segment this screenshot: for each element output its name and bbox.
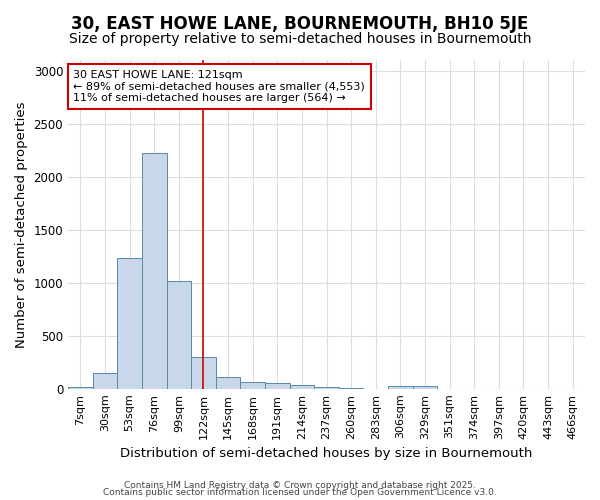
Bar — [167, 280, 191, 389]
Bar — [68, 387, 92, 389]
Bar — [314, 387, 339, 389]
Bar — [191, 357, 216, 389]
Bar — [388, 386, 413, 389]
Bar — [216, 377, 241, 389]
Text: Contains HM Land Registry data © Crown copyright and database right 2025.: Contains HM Land Registry data © Crown c… — [124, 480, 476, 490]
Bar — [413, 386, 437, 389]
Text: Size of property relative to semi-detached houses in Bournemouth: Size of property relative to semi-detach… — [69, 32, 531, 46]
Text: Contains public sector information licensed under the Open Government Licence v3: Contains public sector information licen… — [103, 488, 497, 497]
Bar — [339, 388, 364, 389]
Text: 30 EAST HOWE LANE: 121sqm
← 89% of semi-detached houses are smaller (4,553)
11% : 30 EAST HOWE LANE: 121sqm ← 89% of semi-… — [73, 70, 365, 103]
Bar — [290, 384, 314, 389]
Bar — [142, 154, 167, 389]
Bar — [265, 383, 290, 389]
X-axis label: Distribution of semi-detached houses by size in Bournemouth: Distribution of semi-detached houses by … — [121, 447, 533, 460]
Text: 30, EAST HOWE LANE, BOURNEMOUTH, BH10 5JE: 30, EAST HOWE LANE, BOURNEMOUTH, BH10 5J… — [71, 15, 529, 33]
Y-axis label: Number of semi-detached properties: Number of semi-detached properties — [15, 101, 28, 348]
Bar — [117, 258, 142, 389]
Bar — [92, 373, 117, 389]
Bar — [241, 382, 265, 389]
